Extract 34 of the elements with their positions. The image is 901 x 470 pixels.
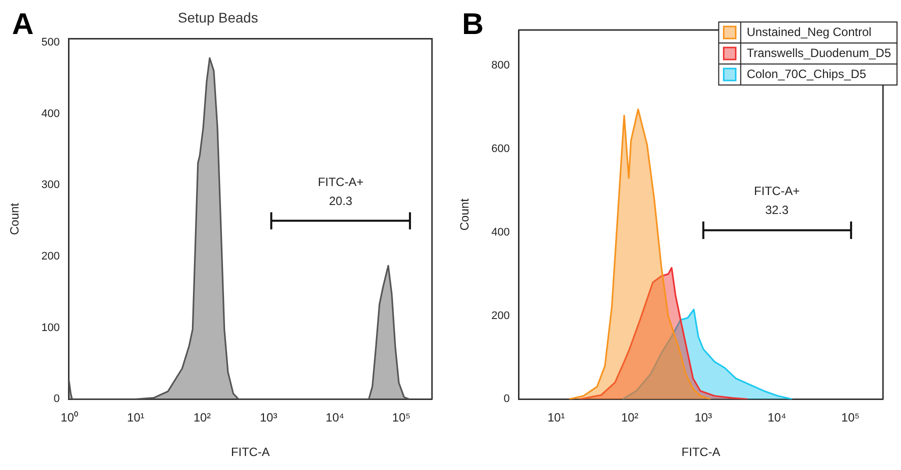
annotation: FITC-A+ 20.3 — [318, 174, 364, 208]
annotation: FITC-A+ 32.3 — [754, 184, 800, 218]
y-tick-label: 0 — [54, 393, 60, 406]
legend-label: Transwells_Duodenum_D5 — [746, 46, 892, 60]
x-tick-label: 10² — [621, 410, 638, 425]
x-tick-label: 10⁴ — [768, 410, 786, 425]
y-tick-label: 800 — [491, 59, 510, 72]
y-tick-label: 300 — [41, 179, 60, 192]
chart-title: Setup Beads — [178, 9, 258, 26]
x-tick-label: 10⁵ — [841, 410, 860, 425]
y-axis-title: Count — [8, 202, 22, 236]
x-tick-label: 10³ — [260, 410, 278, 425]
text: A — [12, 8, 34, 42]
x-axis-title: FITC-A — [231, 445, 270, 460]
legend-label: Unstained_Neg Control — [746, 24, 872, 39]
x-axis-title: FITC-A — [682, 445, 720, 460]
x-tick-label: 10⁰ — [60, 410, 78, 425]
y-tick-label: 500 — [41, 36, 60, 48]
x-tick-label: 10³ — [694, 410, 712, 425]
y-tick-label: 200 — [491, 310, 510, 322]
x-tick-label: 10⁵ — [392, 410, 410, 425]
y-tick-label: 0 — [504, 393, 510, 406]
x-tick-label: 10² — [193, 410, 211, 425]
y-tick-label: 400 — [41, 108, 60, 120]
x-tick-label: 10⁴ — [326, 410, 344, 425]
y-tick-label: 600 — [491, 142, 510, 155]
y-tick-label: 100 — [41, 322, 60, 334]
y-tick-label: 200 — [41, 250, 60, 262]
text: B — [462, 8, 484, 42]
legend-label: Colon_70C_Chips_D5 — [746, 66, 866, 81]
x-tick-label: 10¹ — [548, 410, 565, 425]
y-tick-label: 400 — [491, 226, 510, 238]
y-axis-title: Count — [458, 198, 472, 231]
x-tick-label: 10¹ — [127, 410, 144, 425]
